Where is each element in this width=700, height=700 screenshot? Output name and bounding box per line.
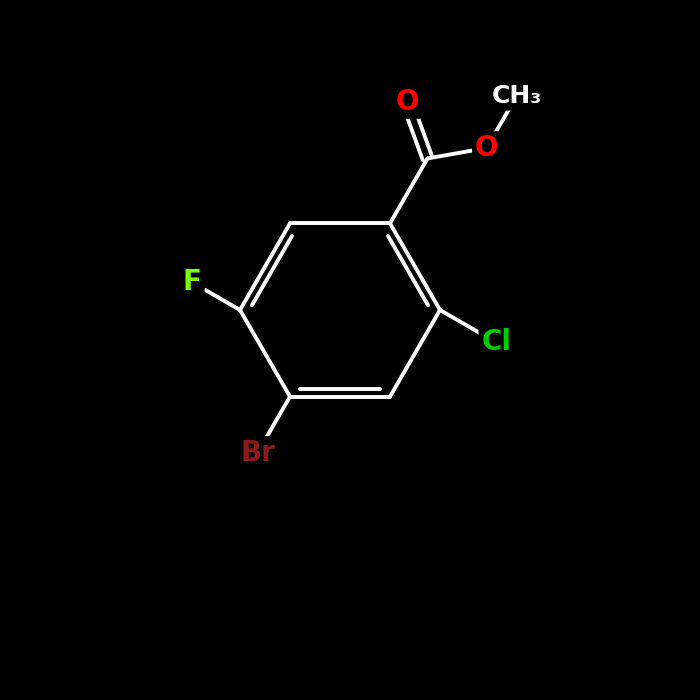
- Text: Br: Br: [240, 439, 275, 467]
- Text: F: F: [183, 269, 202, 297]
- Text: O: O: [475, 134, 498, 162]
- Text: Cl: Cl: [482, 328, 511, 356]
- Text: O: O: [395, 88, 419, 116]
- Text: CH₃: CH₃: [491, 84, 542, 108]
